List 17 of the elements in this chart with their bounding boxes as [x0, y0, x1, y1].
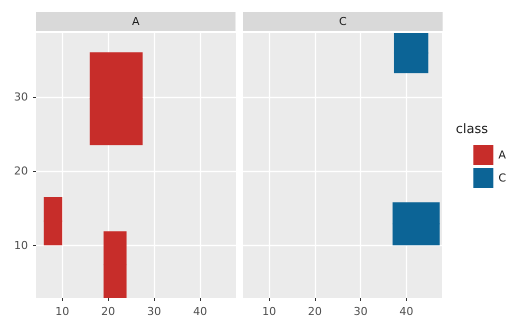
- x-tick-label: 40: [193, 305, 208, 318]
- x-tick-label: 10: [262, 305, 276, 318]
- y-tick-label: 10: [14, 238, 28, 252]
- x-tick-label: 20: [101, 305, 116, 318]
- x-tick-label: 40: [399, 305, 414, 318]
- legend-label: A: [498, 148, 506, 162]
- x-tick-label: 10: [55, 305, 70, 318]
- y-tick-label: 30: [14, 90, 28, 104]
- legend-label: C: [498, 172, 506, 184]
- y-tick-label: 20: [14, 164, 28, 178]
- x-tick-label: 30: [147, 305, 162, 318]
- x-tick-label: 20: [308, 305, 322, 318]
- x-tick-label: 30: [354, 305, 368, 318]
- bar: [104, 231, 127, 298]
- chart-title: A: [132, 15, 140, 28]
- chart-title: C: [339, 15, 347, 28]
- legend-title: class: [456, 122, 488, 137]
